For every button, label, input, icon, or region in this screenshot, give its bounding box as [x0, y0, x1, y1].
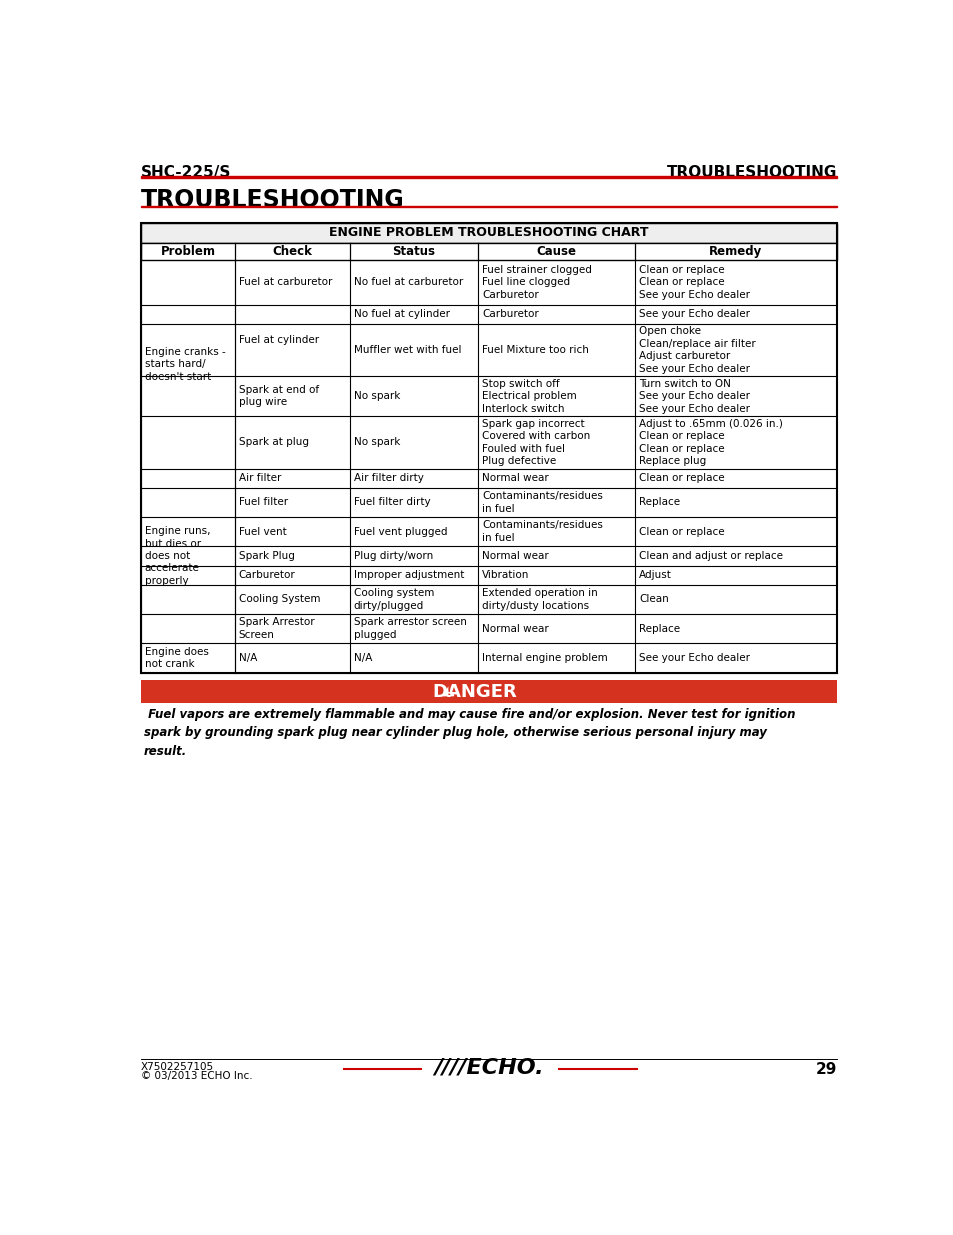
Text: Adjust to .65mm (0.026 in.)
Clean or replace
Clean or replace
Replace plug: Adjust to .65mm (0.026 in.) Clean or rep…: [639, 419, 782, 466]
Bar: [141, 222, 836, 243]
Text: Spark arrestor screen
plugged: Spark arrestor screen plugged: [354, 618, 466, 640]
Text: Engine does
not crank: Engine does not crank: [145, 647, 209, 669]
Text: X7502257105: X7502257105: [141, 1062, 213, 1072]
Text: Air filter: Air filter: [238, 473, 281, 483]
Text: Normal wear: Normal wear: [482, 551, 549, 561]
Bar: [141, 175, 836, 178]
Text: Fuel vent: Fuel vent: [238, 526, 286, 537]
Polygon shape: [443, 687, 454, 695]
Text: No spark: No spark: [354, 437, 399, 447]
Text: Air filter dirty: Air filter dirty: [354, 473, 423, 483]
Text: Remedy: Remedy: [709, 245, 761, 258]
Text: Muffler wet with fuel: Muffler wet with fuel: [354, 345, 460, 354]
Text: Clean or replace: Clean or replace: [639, 473, 724, 483]
Text: Spark at end of
plug wire: Spark at end of plug wire: [238, 385, 318, 408]
Text: ////ECHO.: ////ECHO.: [434, 1057, 543, 1078]
Text: Normal wear: Normal wear: [482, 473, 549, 483]
Text: Spark gap incorrect
Covered with carbon
Fouled with fuel
Plug defective: Spark gap incorrect Covered with carbon …: [482, 419, 590, 466]
Text: DANGER: DANGER: [432, 683, 517, 700]
Text: ENGINE PROBLEM TROUBLESHOOTING CHART: ENGINE PROBLEM TROUBLESHOOTING CHART: [329, 226, 648, 240]
Text: Fuel filter dirty: Fuel filter dirty: [354, 498, 430, 508]
Text: Spark Plug: Spark Plug: [238, 551, 294, 561]
Text: Fuel vent plugged: Fuel vent plugged: [354, 526, 447, 537]
Text: Clean or replace: Clean or replace: [639, 526, 724, 537]
Text: N/A: N/A: [238, 653, 257, 663]
Text: Turn switch to ON
See your Echo dealer
See your Echo dealer: Turn switch to ON See your Echo dealer S…: [639, 379, 749, 414]
Text: Contaminants/residues
in fuel: Contaminants/residues in fuel: [482, 520, 602, 543]
Text: Clean or replace
Clean or replace
See your Echo dealer: Clean or replace Clean or replace See yo…: [639, 264, 749, 300]
Text: Cooling system
dirty/plugged: Cooling system dirty/plugged: [354, 588, 434, 610]
Text: Check: Check: [273, 245, 312, 258]
Text: Clean: Clean: [639, 594, 668, 604]
Text: N/A: N/A: [354, 653, 372, 663]
Bar: [141, 243, 836, 259]
Text: Fuel at carburetor: Fuel at carburetor: [238, 277, 332, 288]
Text: Fuel filter: Fuel filter: [238, 498, 288, 508]
Bar: [141, 205, 836, 207]
Text: Replace: Replace: [639, 624, 679, 634]
Bar: [141, 222, 836, 673]
Text: Carburetor: Carburetor: [482, 309, 538, 319]
Text: See your Echo dealer: See your Echo dealer: [639, 309, 749, 319]
Text: Fuel at cylinder: Fuel at cylinder: [238, 336, 318, 346]
Text: Fuel Mixture too rich: Fuel Mixture too rich: [482, 345, 589, 354]
Text: No fuel at carburetor: No fuel at carburetor: [354, 277, 462, 288]
Text: Normal wear: Normal wear: [482, 624, 549, 634]
Text: SHC-225/S: SHC-225/S: [141, 165, 231, 180]
Text: Clean and adjust or replace: Clean and adjust or replace: [639, 551, 782, 561]
Text: Contaminants/residues
in fuel: Contaminants/residues in fuel: [482, 492, 602, 514]
Text: Carburetor: Carburetor: [238, 571, 295, 580]
Text: !: !: [446, 687, 451, 698]
Text: Engine runs,
but dies or
does not
accelerate
properly: Engine runs, but dies or does not accele…: [145, 526, 210, 585]
Text: © 03/2013 ECHO Inc.: © 03/2013 ECHO Inc.: [141, 1072, 253, 1082]
Text: Improper adjustment: Improper adjustment: [354, 571, 463, 580]
Text: No spark: No spark: [354, 391, 399, 401]
Text: Engine cranks -
starts hard/
doesn't start: Engine cranks - starts hard/ doesn't sta…: [145, 347, 225, 382]
Text: See your Echo dealer: See your Echo dealer: [639, 653, 749, 663]
Text: Status: Status: [393, 245, 436, 258]
Text: Spark Arrestor
Screen: Spark Arrestor Screen: [238, 618, 314, 640]
Text: Vibration: Vibration: [482, 571, 529, 580]
Text: Spark at plug: Spark at plug: [238, 437, 309, 447]
Text: Cause: Cause: [537, 245, 577, 258]
Text: Cooling System: Cooling System: [238, 594, 320, 604]
Text: Extended operation in
dirty/dusty locations: Extended operation in dirty/dusty locati…: [482, 588, 598, 610]
Bar: [141, 680, 836, 704]
Text: Open choke
Clean/replace air filter
Adjust carburetor
See your Echo dealer: Open choke Clean/replace air filter Adju…: [639, 326, 755, 373]
Text: TROUBLESHOOTING: TROUBLESHOOTING: [141, 188, 404, 212]
Text: Fuel vapors are extremely flammable and may cause fire and/or explosion. Never t: Fuel vapors are extremely flammable and …: [144, 708, 795, 758]
Text: Problem: Problem: [160, 245, 215, 258]
Text: Plug dirty/worn: Plug dirty/worn: [354, 551, 433, 561]
Text: Adjust: Adjust: [639, 571, 671, 580]
Text: 29: 29: [815, 1062, 836, 1077]
Text: Stop switch off
Electrical problem
Interlock switch: Stop switch off Electrical problem Inter…: [482, 379, 577, 414]
Text: Replace: Replace: [639, 498, 679, 508]
Text: Fuel strainer clogged
Fuel line clogged
Carburetor: Fuel strainer clogged Fuel line clogged …: [482, 264, 592, 300]
Text: No fuel at cylinder: No fuel at cylinder: [354, 309, 449, 319]
Text: TROUBLESHOOTING: TROUBLESHOOTING: [666, 165, 836, 180]
Text: Internal engine problem: Internal engine problem: [482, 653, 607, 663]
